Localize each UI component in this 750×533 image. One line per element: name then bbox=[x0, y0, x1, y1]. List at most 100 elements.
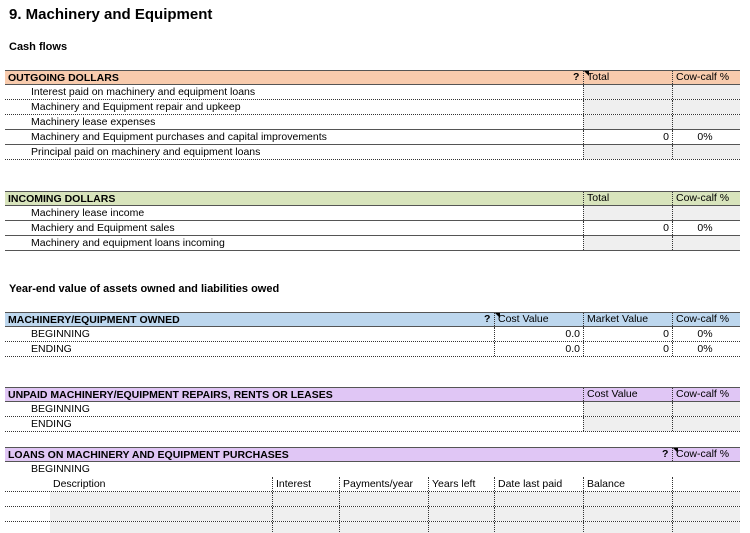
row-label: BEGINNING bbox=[31, 328, 90, 340]
row-label: BEGINNING bbox=[31, 463, 90, 475]
value-cell: 0 bbox=[583, 327, 672, 341]
input-cell[interactable] bbox=[672, 507, 740, 521]
column-header: Cow-calf % bbox=[672, 313, 740, 326]
outgoing-header-label: OUTGOING DOLLARS bbox=[8, 72, 119, 84]
input-cell[interactable] bbox=[272, 492, 339, 506]
input-cell[interactable] bbox=[672, 522, 740, 533]
loans-header-label: LOANS ON MACHINERY AND EQUIPMENT PURCHAS… bbox=[8, 449, 289, 461]
row-label: Machiery and Equipment sales bbox=[31, 222, 175, 234]
table-row: Machinery lease income bbox=[5, 206, 740, 221]
loans-column-header: Balance bbox=[583, 477, 672, 491]
value-cell: 0 bbox=[583, 130, 672, 144]
help-button[interactable]: ? bbox=[662, 448, 669, 460]
loans-column-header: Date last paid bbox=[494, 477, 583, 491]
input-cell[interactable] bbox=[583, 402, 672, 416]
input-cell[interactable] bbox=[583, 492, 672, 506]
input-cell[interactable] bbox=[272, 507, 339, 521]
value-cell: 0% bbox=[672, 130, 740, 144]
input-cell[interactable] bbox=[50, 492, 272, 506]
input-cell[interactable] bbox=[339, 492, 428, 506]
cash-flows-heading: Cash flows bbox=[9, 41, 68, 53]
incoming-section-header: INCOMING DOLLARS Total Cow-calf % bbox=[5, 191, 740, 206]
input-cell[interactable] bbox=[339, 507, 428, 521]
input-cell[interactable] bbox=[583, 85, 672, 99]
value-cell: 0.0 bbox=[494, 327, 583, 341]
table-row: ENDING 0.0 0 0% bbox=[5, 342, 740, 357]
outgoing-section-header: OUTGOING DOLLARS Total Cow-calf %? bbox=[5, 70, 740, 85]
comment-indicator-icon bbox=[584, 71, 589, 76]
input-cell[interactable] bbox=[428, 507, 494, 521]
column-header: Total bbox=[583, 71, 672, 84]
input-cell[interactable] bbox=[428, 492, 494, 506]
input-cell[interactable] bbox=[583, 115, 672, 129]
table-row: Machinery and Equipment purchases and ca… bbox=[5, 130, 740, 145]
input-cell[interactable] bbox=[494, 507, 583, 521]
loans-table-row bbox=[5, 492, 740, 507]
loans-column-header: Interest bbox=[272, 477, 339, 491]
help-button[interactable]: ? bbox=[484, 313, 491, 325]
value-cell: 0 bbox=[583, 342, 672, 356]
column-header: Total bbox=[583, 192, 672, 205]
table-row: ENDING bbox=[5, 417, 740, 432]
input-cell[interactable] bbox=[583, 236, 672, 250]
input-cell[interactable] bbox=[672, 115, 740, 129]
value-cell: 0 bbox=[583, 221, 672, 235]
row-label: ENDING bbox=[31, 343, 72, 355]
input-cell[interactable] bbox=[583, 417, 672, 431]
year-end-heading: Year-end value of assets owned and liabi… bbox=[9, 283, 280, 295]
help-button[interactable]: ? bbox=[573, 71, 580, 83]
unpaid-section-header: UNPAID MACHINERY/EQUIPMENT REPAIRS, RENT… bbox=[5, 387, 740, 402]
input-cell[interactable] bbox=[583, 100, 672, 114]
input-cell[interactable] bbox=[672, 492, 740, 506]
input-cell[interactable] bbox=[672, 85, 740, 99]
input-cell[interactable] bbox=[50, 522, 272, 533]
incoming-header-label: INCOMING DOLLARS bbox=[8, 193, 116, 205]
input-cell[interactable] bbox=[583, 522, 672, 533]
input-cell[interactable] bbox=[583, 206, 672, 220]
row-label: Machinery and equipment loans incoming bbox=[31, 237, 225, 249]
table-row: Machinery lease expenses bbox=[5, 115, 740, 130]
loans-column-header: Years left bbox=[428, 477, 494, 491]
loans-column-header: Payments/year bbox=[339, 477, 428, 491]
column-header: Cow-calf % bbox=[672, 388, 740, 401]
input-cell[interactable] bbox=[583, 145, 672, 159]
input-cell[interactable] bbox=[672, 100, 740, 114]
row-label: Interest paid on machinery and equipment… bbox=[31, 86, 256, 98]
input-cell[interactable] bbox=[339, 522, 428, 533]
input-cell[interactable] bbox=[494, 492, 583, 506]
input-cell[interactable] bbox=[428, 522, 494, 533]
comment-indicator-icon bbox=[673, 448, 678, 453]
input-cell[interactable] bbox=[672, 236, 740, 250]
input-cell[interactable] bbox=[672, 206, 740, 220]
value-cell: 0% bbox=[672, 342, 740, 356]
row-label: Machinery and Equipment purchases and ca… bbox=[31, 131, 327, 143]
input-cell[interactable] bbox=[50, 507, 272, 521]
loans-section-header: LOANS ON MACHINERY AND EQUIPMENT PURCHAS… bbox=[5, 447, 740, 462]
table-row: BEGINNING 0.0 0 0% bbox=[5, 327, 740, 342]
input-cell[interactable] bbox=[672, 417, 740, 431]
column-header: Market Value bbox=[583, 313, 672, 326]
row-label: Machinery lease expenses bbox=[31, 116, 156, 128]
column-header: Cost Value bbox=[583, 388, 672, 401]
table-row: BEGINNING bbox=[5, 402, 740, 417]
input-cell[interactable] bbox=[672, 145, 740, 159]
value-cell: 0.0 bbox=[494, 342, 583, 356]
column-header: Cost Value bbox=[494, 313, 583, 326]
input-cell[interactable] bbox=[272, 522, 339, 533]
loans-table-header: Description Interest Payments/year Years le… bbox=[5, 477, 740, 492]
unpaid-header-label: UNPAID MACHINERY/EQUIPMENT REPAIRS, RENT… bbox=[8, 389, 333, 401]
value-cell: 0% bbox=[672, 221, 740, 235]
input-cell[interactable] bbox=[583, 507, 672, 521]
row-label: ENDING bbox=[31, 418, 72, 430]
owned-header-label: MACHINERY/EQUIPMENT OWNED bbox=[8, 314, 180, 326]
loans-beginning-row: BEGINNING bbox=[5, 462, 740, 477]
row-label: Principal paid on machinery and equipmen… bbox=[31, 146, 261, 158]
input-cell[interactable] bbox=[672, 402, 740, 416]
row-label: BEGINNING bbox=[31, 403, 90, 415]
input-cell[interactable] bbox=[494, 522, 583, 533]
table-row: Machiery and Equipment sales 0 0% bbox=[5, 221, 740, 236]
value-cell: 0% bbox=[672, 327, 740, 341]
column-header: Cow-calf % bbox=[672, 71, 740, 84]
table-row: Interest paid on machinery and equipment… bbox=[5, 85, 740, 100]
